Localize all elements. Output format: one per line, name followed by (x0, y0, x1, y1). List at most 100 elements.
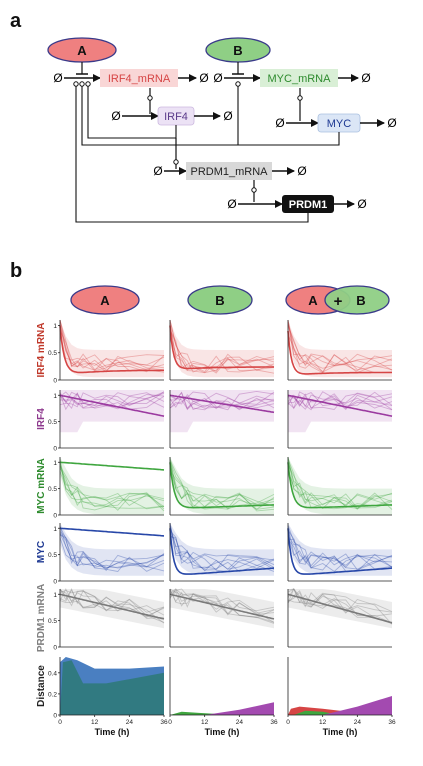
y-tick-label: 0 (53, 713, 57, 720)
observation-trace (169, 456, 275, 510)
observation-trace (59, 532, 165, 569)
model-curve (169, 394, 275, 414)
observation-band (170, 523, 274, 576)
x-axis-label: Time (h) (205, 727, 240, 737)
observation-band (170, 589, 274, 629)
observation-band (288, 457, 392, 515)
model-curve (287, 462, 392, 509)
x-tick-label: 36 (160, 719, 168, 726)
observation-trace (287, 526, 393, 568)
sink-myc-mrna-in: Ø (213, 71, 222, 85)
panel-r1-c2 (287, 390, 393, 449)
condition-a-ellipse (70, 285, 140, 315)
row-label: Distance (36, 665, 47, 707)
x-tick-label: 36 (388, 719, 396, 726)
observation-trace (59, 462, 165, 509)
node-irf4-mrna-label: IRF4_mRNA (108, 73, 171, 85)
panel-r1-c1 (169, 390, 275, 449)
distance-area-purple (204, 702, 274, 715)
model-curve (169, 462, 274, 509)
observation-trace (287, 458, 393, 509)
observation-trace (59, 319, 165, 373)
panel-r4-c1 (169, 588, 275, 648)
observation-trace (60, 392, 165, 409)
model-curve (287, 593, 393, 624)
y-tick-label: 0.5 (48, 486, 57, 493)
node-myc-mrna-label: MYC_mRNA (268, 73, 332, 85)
distance-area-purple (322, 696, 392, 715)
edge-irf4-to-prdm1-mrna-knob (173, 159, 179, 165)
edge-myc-feedback-knob (79, 81, 85, 87)
x-axis-label: Time (h) (95, 727, 130, 737)
observation-trace (169, 588, 275, 619)
observation-band (170, 390, 274, 433)
observation-band (60, 523, 164, 576)
observation-trace (59, 533, 165, 569)
observation-trace (59, 588, 165, 617)
observation-trace (59, 530, 165, 572)
row-label: IRF4 mRNA (36, 322, 47, 377)
panel-label-a: a (10, 10, 22, 32)
observation-trace (169, 391, 275, 411)
observation-trace (169, 394, 275, 410)
x-tick-label: 0 (58, 719, 62, 726)
edge-prdm1-repression-knob (73, 81, 79, 87)
y-tick-label: 1 (53, 526, 57, 533)
edge-prdm1-repression (75, 84, 309, 223)
observation-trace (287, 588, 393, 613)
observation-trace (287, 334, 393, 372)
observation-trace (169, 459, 275, 510)
observation-trace (169, 588, 275, 612)
observation-trace (169, 462, 275, 510)
panel-r5-c0: 0 0.2 0.4 0 12 24 36 Time (h) (48, 657, 168, 737)
observation-trace (287, 320, 393, 373)
x-tick-label: 12 (319, 719, 327, 726)
observation-trace (59, 326, 165, 372)
row-label: PRDM1 mRNA (36, 584, 47, 652)
panel-r2-c1 (169, 456, 275, 516)
observation-trace (287, 391, 393, 411)
x-tick-label: 24 (354, 719, 362, 726)
observation-trace (59, 537, 165, 569)
panel-r4-c0: 00.51 (48, 587, 165, 652)
observation-trace (169, 535, 275, 568)
x-tick-label: 12 (91, 719, 99, 726)
observation-trace (59, 319, 165, 371)
observation-trace (169, 323, 275, 374)
panel-r4-c2 (287, 588, 393, 648)
input-a-label: A (77, 43, 87, 58)
model-curve (169, 593, 275, 620)
observation-trace (287, 456, 393, 510)
panel-r3-c0: 00.51 (48, 523, 165, 586)
sink-myc-in: Ø (275, 116, 284, 130)
model-curve (59, 527, 165, 537)
observation-trace (287, 538, 393, 567)
model-curve (59, 394, 165, 417)
observation-trace (169, 319, 275, 373)
x-tick-label: 0 (168, 719, 172, 726)
condition-ab-b-ellipse (324, 285, 390, 315)
observation-trace (59, 458, 165, 508)
observation-trace (287, 536, 393, 571)
input-b-label: B (233, 43, 242, 58)
observation-trace (59, 391, 165, 409)
sink-irf4-in: Ø (111, 109, 120, 123)
observation-band (60, 589, 164, 629)
observation-trace (169, 325, 275, 374)
observation-trace (169, 397, 275, 411)
condition-b-ellipse (187, 285, 253, 315)
network-diagram: A B Ø IRF4_mRNA Ø Ø IRF4 Ø Ø MYC_mRNA Ø … (47, 37, 397, 223)
observation-trace (59, 392, 165, 408)
node-myc-label: MYC (327, 118, 352, 130)
observation-trace (59, 320, 165, 373)
panel-label-b: b (10, 260, 22, 282)
sink-irf4-out: Ø (223, 109, 232, 123)
observation-trace (59, 391, 165, 409)
model-curve (59, 593, 165, 620)
panel-r5-c1: 0 12 24 36 Time (h) (168, 657, 278, 737)
observation-trace (59, 462, 165, 507)
observation-trace (59, 588, 165, 616)
edge-prdm1-mrna-to-prdm1-knob (251, 187, 257, 193)
observation-trace (169, 391, 275, 409)
